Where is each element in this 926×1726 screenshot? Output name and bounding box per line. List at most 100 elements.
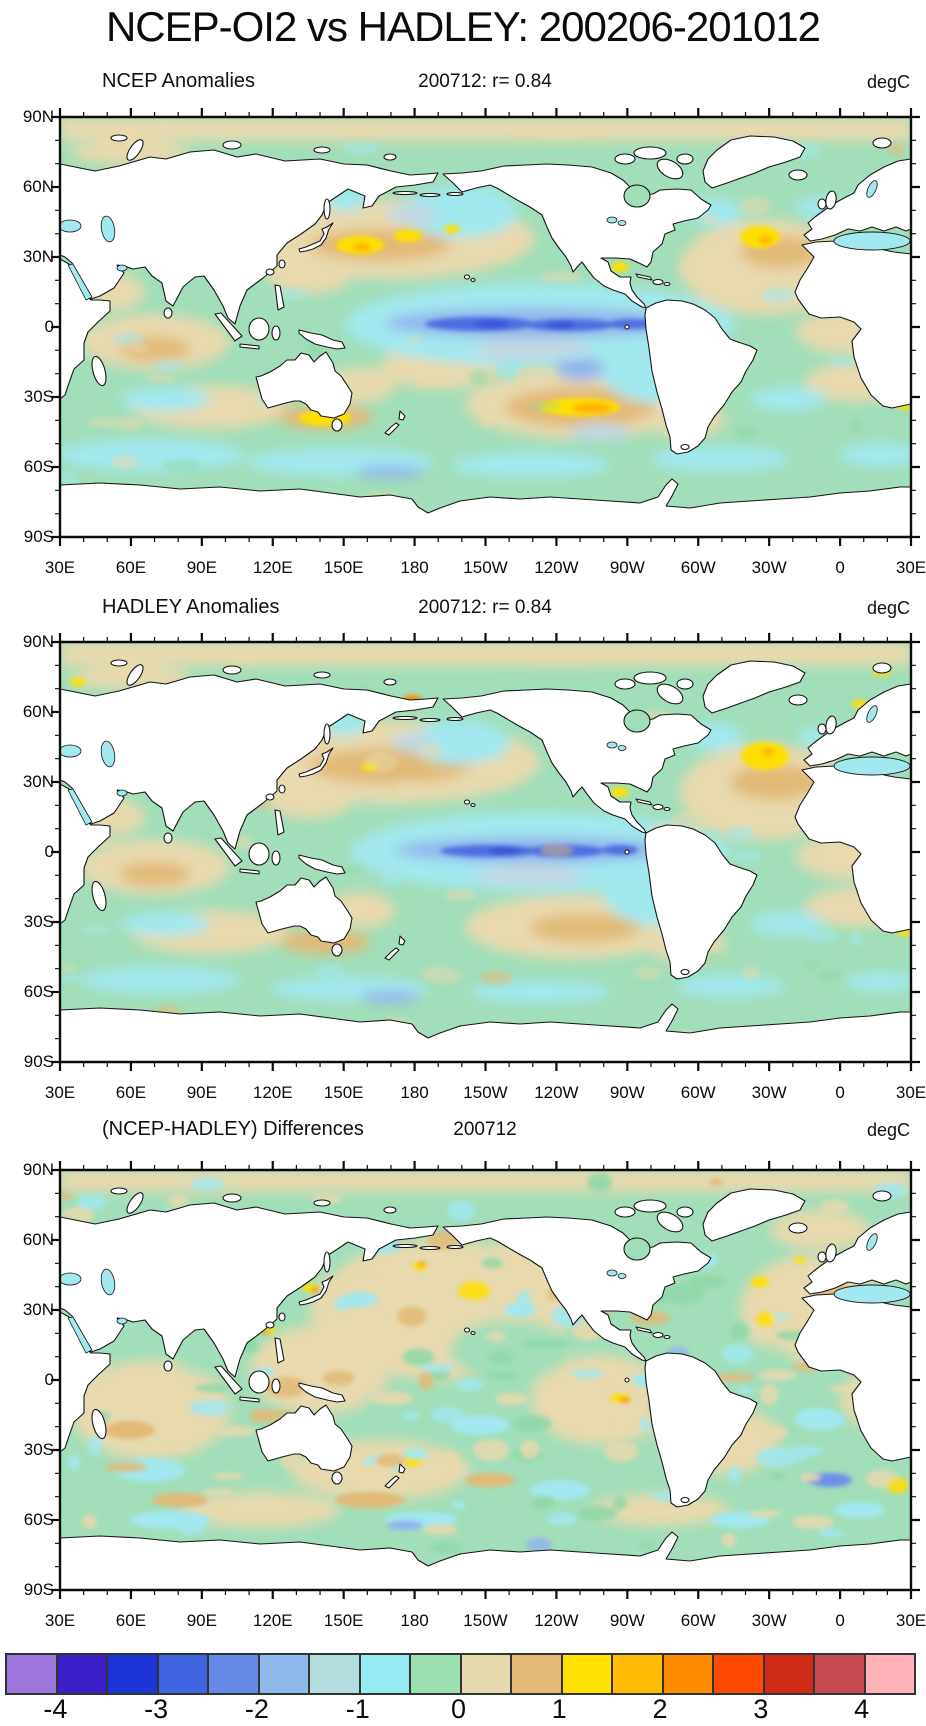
lon-tick-label: 150W: [463, 1083, 508, 1102]
panel-title: (NCEP-HADLEY) Differences: [102, 1118, 364, 1140]
lon-tick-label: 90W: [609, 1611, 645, 1630]
lat-tick-label: 30S: [23, 912, 54, 931]
lat-tick-label: 60N: [22, 177, 54, 196]
lon-tick-label: 30E: [44, 1083, 76, 1102]
panel-header-diff: (NCEP-HADLEY) Differences 200712 degC: [0, 1118, 926, 1144]
map-hadley-anomalies: [51, 633, 920, 1071]
lon-tick-label: 180: [400, 558, 429, 577]
lon-tick-label: 180: [400, 1611, 429, 1630]
lon-tick-label: 120E: [252, 1611, 293, 1630]
lat-tick-label: 60S: [23, 457, 54, 476]
lat-tick-label: 30S: [23, 1440, 54, 1459]
page-title: NCEP-OI2 vs HADLEY: 200206-201012: [105, 3, 821, 50]
lon-tick-label: 30W: [751, 1083, 787, 1102]
lat-tick-label: 30S: [23, 387, 54, 406]
lon-tick-label: 180: [400, 1083, 429, 1102]
lon-tick-label: 0: [835, 1611, 845, 1630]
colorbar-box: [310, 1655, 361, 1693]
lon-tick-label: 90W: [609, 558, 645, 577]
lon-tick-label: 150E: [323, 1611, 364, 1630]
panel-header-hadley: HADLEY Anomalies 200712: r= 0.84 degC: [0, 596, 926, 622]
panel-subtitle: 200712: r= 0.84: [418, 597, 552, 618]
lon-tick-label: 120W: [534, 1083, 579, 1102]
lat-tick-label: 90S: [23, 527, 54, 546]
lon-tick-label: 30W: [751, 1611, 787, 1630]
colorbar-box: [209, 1655, 260, 1693]
panel-units: degC: [866, 72, 910, 92]
lon-tick-label: 120E: [252, 558, 293, 577]
colorbar-tick-label: -3: [144, 1694, 169, 1724]
lat-tick-label: 0: [44, 842, 54, 861]
colorbar-box: [815, 1655, 866, 1693]
colorbar-box: [411, 1655, 462, 1693]
lon-tick-label: 30E: [895, 558, 926, 577]
panel-title: NCEP Anomalies: [102, 70, 256, 92]
colorbar-tick-label: 4: [854, 1694, 870, 1724]
lon-tick-label: 30E: [895, 1083, 926, 1102]
colorbar-tick-label: 3: [753, 1694, 769, 1724]
lat-tick-label: 30N: [22, 247, 54, 266]
lon-tick-label: 0: [835, 1083, 845, 1102]
lon-tick-label: 150E: [323, 1083, 364, 1102]
lon-tick-label: 90W: [609, 1083, 645, 1102]
lon-tick-label: 120W: [534, 558, 579, 577]
lat-tick-label: 60S: [23, 982, 54, 1001]
colorbar-box: [714, 1655, 765, 1693]
colorbar-tick-label: 2: [652, 1694, 668, 1724]
colorbar-tick-label: 0: [450, 1694, 467, 1724]
colorbar-box: [158, 1655, 209, 1693]
colorbar-box: [108, 1655, 159, 1693]
colorbar-box: [562, 1655, 613, 1693]
lon-tick-label: 90E: [186, 1611, 217, 1630]
lon-tick-label: 90E: [186, 558, 217, 577]
panel-header-ncep: NCEP Anomalies 200712: r= 0.84 degC: [0, 70, 926, 96]
lon-tick-label: 120E: [252, 1083, 293, 1102]
colorbar-box: [259, 1655, 310, 1693]
lon-tick-label: 30E: [895, 1611, 926, 1630]
panel-subtitle: 200712: [453, 1119, 517, 1140]
colorbar-box: [613, 1655, 664, 1693]
colorbar-tick-label: -1: [345, 1694, 370, 1724]
lon-tick-label: 150W: [463, 1611, 508, 1630]
lon-tick-label: 60W: [680, 1611, 716, 1630]
colorbar-tick-label: -4: [43, 1694, 68, 1724]
lat-tick-label: 0: [44, 317, 54, 336]
lon-tick-label: 120W: [534, 1611, 579, 1630]
lon-tick-label: 0: [835, 558, 845, 577]
lat-tick-label: 90S: [23, 1052, 54, 1071]
colorbar-box: [7, 1655, 58, 1693]
colorbar: [5, 1653, 916, 1695]
lat-tick-label: 90N: [22, 1160, 54, 1179]
colorbar-box: [865, 1655, 914, 1693]
lat-tick-label: 30N: [22, 1300, 54, 1319]
colorbar-box: [57, 1655, 108, 1693]
colorbar-box: [461, 1655, 512, 1693]
colorbar-tick-label: 1: [551, 1694, 567, 1724]
lon-tick-label: 30E: [44, 558, 76, 577]
lat-tick-label: 30N: [22, 772, 54, 791]
panel-units: degC: [866, 598, 910, 618]
lat-tick-label: 90S: [23, 1580, 54, 1599]
lat-tick-label: 60S: [23, 1510, 54, 1529]
lat-tick-label: 90N: [22, 107, 54, 126]
lon-tick-label: 60W: [680, 558, 716, 577]
lon-tick-label: 60E: [115, 1611, 147, 1630]
panel-subtitle: 200712: r= 0.84: [418, 71, 552, 92]
lon-tick-label: 30E: [44, 1611, 76, 1630]
map-ncep-anomalies: [51, 108, 920, 546]
colorbar-box: [764, 1655, 815, 1693]
lat-tick-label: 90N: [22, 632, 54, 651]
colorbar-tick-label: -2: [244, 1694, 269, 1724]
lat-tick-label: 60N: [22, 1230, 54, 1249]
lat-tick-label: 60N: [22, 702, 54, 721]
lon-tick-label: 150E: [323, 558, 364, 577]
lon-tick-label: 90E: [186, 1083, 217, 1102]
panel-units: degC: [866, 1120, 910, 1140]
colorbar-box: [512, 1655, 563, 1693]
lon-tick-label: 60E: [115, 1083, 147, 1102]
panel-title: HADLEY Anomalies: [102, 596, 280, 618]
colorbar-box: [663, 1655, 714, 1693]
map-ncep-hadley-differences: [51, 1161, 920, 1599]
lon-tick-label: 30W: [751, 558, 787, 577]
